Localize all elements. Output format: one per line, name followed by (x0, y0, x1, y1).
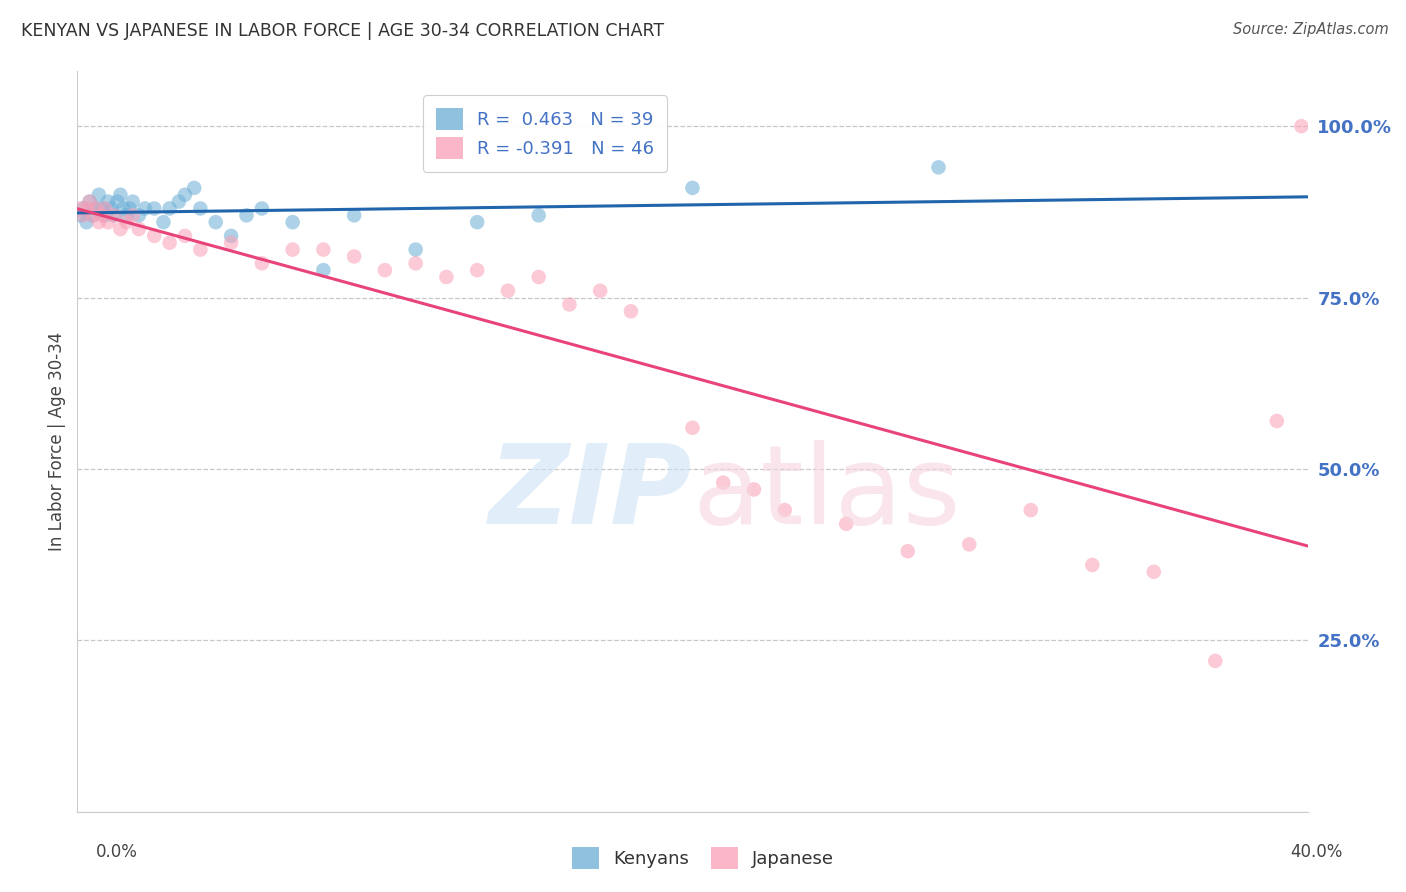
Point (589, 284, 612, 298)
Point (405, 256, 427, 270)
Point (167, 194, 190, 209)
Point (711, 475, 734, 490)
Point (174, 228, 197, 243)
Point (128, 222, 150, 236)
Point (897, 544, 920, 558)
Text: atlas: atlas (693, 440, 960, 547)
Point (343, 208, 366, 222)
Text: 0.0%: 0.0% (96, 843, 138, 861)
Point (121, 194, 143, 209)
Point (204, 215, 226, 229)
Point (436, 270, 458, 285)
Point (76, 215, 98, 229)
Point (100, 202, 122, 216)
Point (1204, 654, 1226, 668)
Point (105, 194, 128, 209)
Point (112, 202, 135, 216)
Point (957, 537, 980, 551)
Point (465, 263, 488, 277)
Point (94, 202, 117, 216)
Text: KENYAN VS JAPANESE IN LABOR FORCE | AGE 30-34 CORRELATION CHART: KENYAN VS JAPANESE IN LABOR FORCE | AGE … (21, 22, 664, 40)
Point (84, 202, 107, 216)
Point (159, 235, 181, 250)
Point (682, 421, 704, 435)
Point (1019, 503, 1042, 517)
Point (72, 208, 94, 222)
Point (250, 202, 273, 216)
Point (928, 161, 950, 175)
Legend: Kenyans, Japanese: Kenyans, Japanese (562, 838, 844, 879)
Point (281, 243, 304, 257)
Point (118, 202, 141, 216)
Point (134, 202, 156, 216)
Point (90, 202, 114, 216)
Point (115, 208, 138, 222)
Point (97, 215, 120, 229)
Text: ZIP: ZIP (489, 440, 693, 547)
Point (1291, 119, 1313, 133)
Point (79, 194, 101, 209)
Point (87, 215, 110, 229)
Point (773, 503, 796, 517)
Point (159, 202, 181, 216)
Point (143, 228, 166, 243)
Point (143, 202, 166, 216)
Legend: R =  0.463   N = 39, R = -0.391   N = 46: R = 0.463 N = 39, R = -0.391 N = 46 (423, 95, 666, 172)
Point (465, 215, 488, 229)
Point (76, 202, 98, 216)
Point (188, 202, 212, 216)
Point (527, 270, 550, 285)
Point (152, 215, 174, 229)
Point (121, 208, 143, 222)
Point (527, 208, 550, 222)
Point (682, 181, 704, 195)
Point (374, 263, 396, 277)
Point (281, 215, 304, 229)
Point (1143, 565, 1166, 579)
Point (128, 208, 150, 222)
Point (69, 208, 91, 222)
Text: Source: ZipAtlas.com: Source: ZipAtlas.com (1233, 22, 1389, 37)
Point (103, 208, 125, 222)
Point (235, 208, 257, 222)
Point (82, 208, 104, 222)
Point (835, 516, 858, 531)
Point (90, 208, 114, 222)
Point (558, 297, 581, 311)
Y-axis label: In Labor Force | Age 30-34: In Labor Force | Age 30-34 (48, 332, 66, 551)
Point (115, 215, 138, 229)
Point (1265, 414, 1288, 428)
Point (82, 208, 104, 222)
Point (343, 250, 366, 264)
Point (312, 243, 335, 257)
Point (69, 202, 91, 216)
Point (72, 202, 94, 216)
Point (742, 483, 765, 497)
Point (219, 228, 242, 243)
Point (110, 187, 132, 202)
Point (183, 181, 205, 195)
Point (312, 263, 335, 277)
Point (87, 187, 110, 202)
Text: 40.0%: 40.0% (1291, 843, 1343, 861)
Point (188, 243, 212, 257)
Point (174, 187, 197, 202)
Point (1081, 558, 1104, 572)
Point (110, 222, 132, 236)
Point (405, 243, 427, 257)
Point (620, 304, 643, 318)
Point (79, 194, 101, 209)
Point (84, 202, 107, 216)
Point (250, 256, 273, 270)
Point (94, 208, 117, 222)
Point (97, 194, 120, 209)
Point (103, 208, 125, 222)
Point (219, 235, 242, 250)
Point (496, 284, 519, 298)
